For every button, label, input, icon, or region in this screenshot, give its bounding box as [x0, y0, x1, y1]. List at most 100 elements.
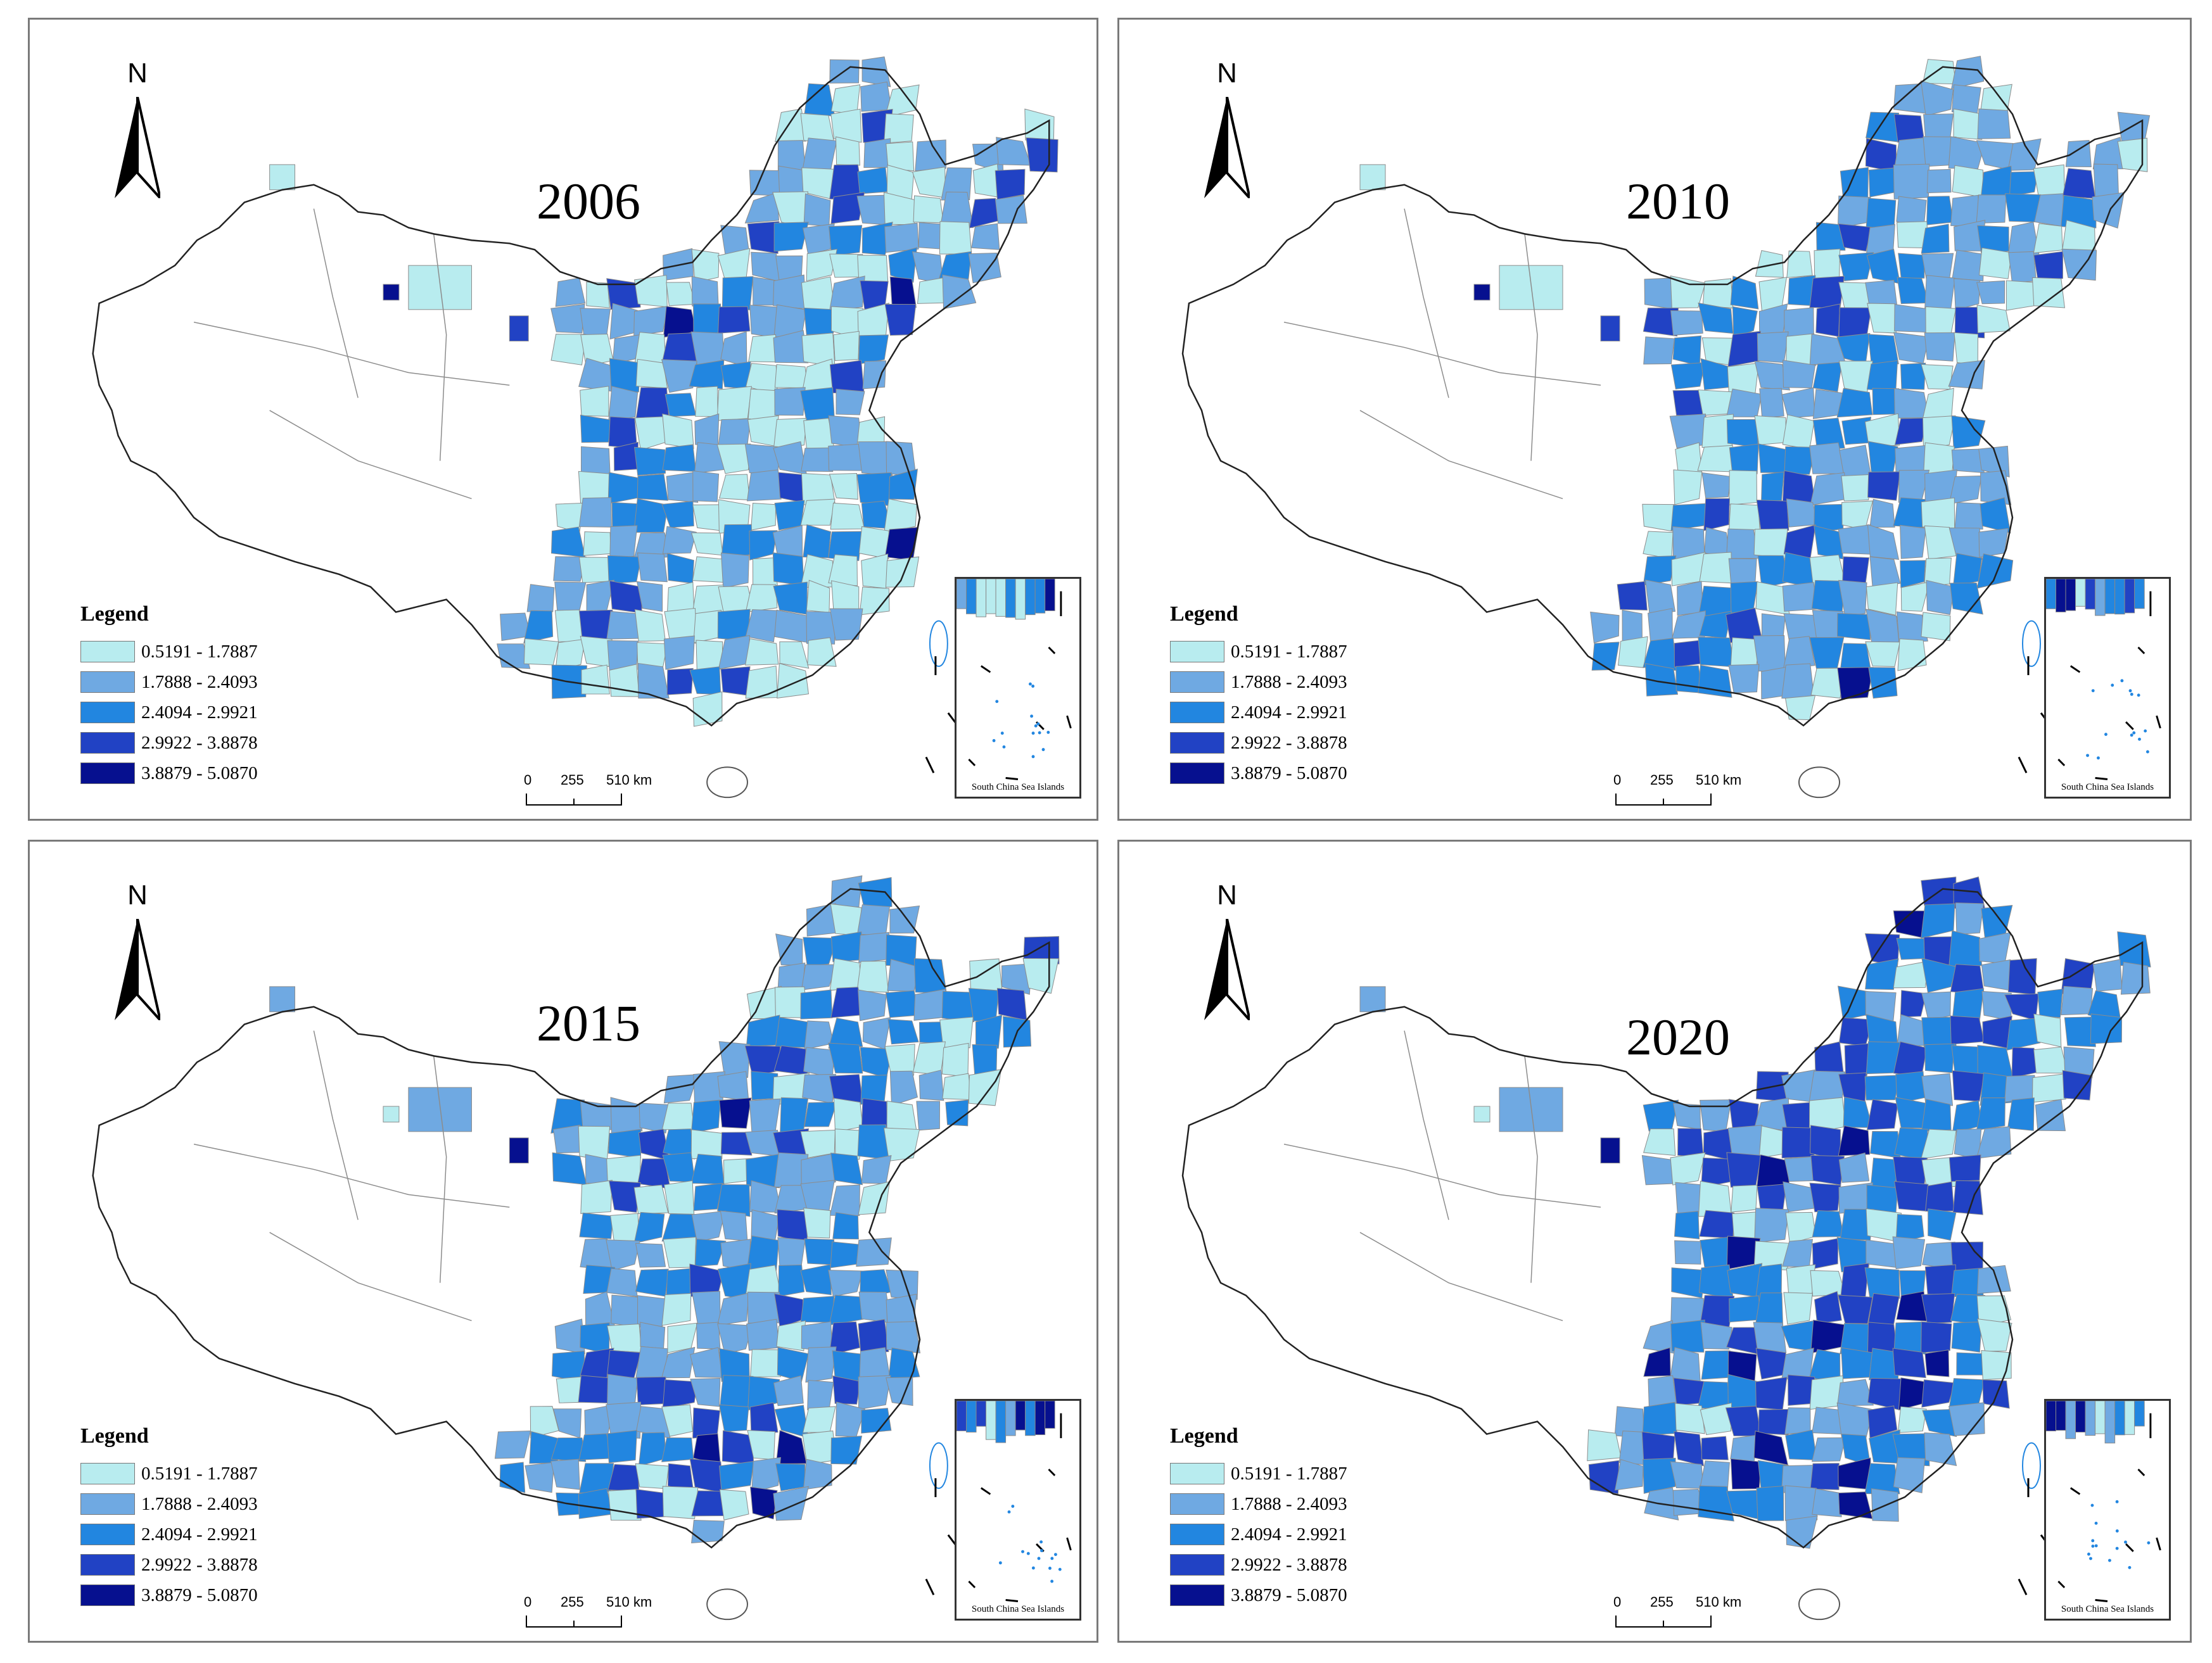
- legend-item: 2.9922 - 3.8878: [80, 728, 346, 758]
- region: [1726, 388, 1762, 417]
- region: [772, 552, 804, 586]
- region: [1618, 636, 1648, 668]
- inset-boundary-dash: [2137, 1469, 2145, 1476]
- region: [637, 552, 668, 583]
- region: [2061, 194, 2097, 229]
- region: [746, 1318, 780, 1351]
- region: [836, 388, 865, 415]
- region: [829, 225, 863, 256]
- region: [1674, 1211, 1700, 1239]
- region: [888, 247, 918, 283]
- inset-island: [1048, 1566, 1052, 1570]
- inset-map: [2046, 1401, 2161, 1602]
- region: [746, 1153, 780, 1189]
- region: [1728, 664, 1760, 693]
- province-boundary: [1404, 1030, 1449, 1220]
- region: [745, 1265, 781, 1296]
- region: [609, 358, 641, 393]
- region: [663, 1074, 699, 1104]
- inset-boundary-dash: [1005, 777, 1019, 780]
- region: [968, 1069, 1002, 1106]
- region: [1731, 1184, 1758, 1213]
- region: [800, 989, 833, 1020]
- province-boundary: [313, 208, 359, 398]
- region: [747, 221, 780, 255]
- region: [691, 275, 719, 307]
- region: [1786, 250, 1813, 278]
- region: [774, 609, 808, 643]
- region: [747, 415, 779, 447]
- inset-island: [2124, 1540, 2127, 1544]
- region: [526, 584, 555, 612]
- region: [1920, 80, 1954, 117]
- legend-swatch: [1170, 762, 1224, 784]
- region: [661, 1437, 694, 1462]
- region: [968, 988, 1000, 1022]
- south-china-sea-inset: South China Sea Islands: [2044, 1399, 2171, 1621]
- region: [1952, 553, 1983, 588]
- province-boundary: [1524, 1056, 1538, 1283]
- legend-item: 0.5191 - 1.7887: [1170, 1458, 1436, 1489]
- region: [858, 526, 889, 560]
- scale-bar-line: [526, 794, 622, 806]
- inset-island: [1031, 731, 1035, 735]
- region: [829, 1321, 860, 1356]
- region: [886, 1321, 920, 1354]
- region: [745, 666, 779, 699]
- region: [1810, 667, 1845, 699]
- legend-label: 0.5191 - 1.7887: [141, 1463, 258, 1484]
- region: [2092, 959, 2123, 992]
- region: [1617, 581, 1648, 611]
- region: [1730, 275, 1759, 310]
- inset-boundary-dash: [980, 665, 991, 673]
- region: [1950, 1015, 1985, 1045]
- region: [695, 386, 718, 417]
- inset-region: [2075, 579, 2086, 607]
- region: [719, 1489, 749, 1521]
- region: [883, 1127, 920, 1161]
- region: [803, 1207, 831, 1239]
- region: [1587, 1429, 1622, 1462]
- region: [803, 937, 838, 967]
- inset-island: [1029, 682, 1032, 686]
- region: [833, 1097, 863, 1133]
- region: [1900, 990, 1927, 1018]
- region: [1921, 1073, 1954, 1106]
- legend-swatch: [80, 732, 135, 754]
- inset-island: [2130, 692, 2133, 696]
- inset-island: [2087, 1552, 2090, 1556]
- legend-item: 2.4094 - 2.9921: [1170, 1519, 1436, 1550]
- region: [2033, 223, 2063, 254]
- region: [1756, 500, 1789, 531]
- region: [1926, 168, 1952, 194]
- inset-island: [2094, 1521, 2098, 1525]
- region: [1643, 1458, 1676, 1494]
- region: [1644, 663, 1679, 697]
- region: [553, 1124, 581, 1154]
- year-title: 2015: [537, 994, 640, 1052]
- region: [662, 413, 694, 449]
- inset-region: [957, 1401, 967, 1431]
- region: [1672, 389, 1707, 417]
- region: [579, 1212, 614, 1239]
- province-boundary: [193, 1143, 510, 1208]
- region: [1754, 1208, 1789, 1243]
- region: [578, 557, 611, 583]
- inset-island: [2115, 1529, 2119, 1533]
- legend-label: 2.9922 - 3.8878: [141, 732, 258, 753]
- region: [886, 141, 915, 172]
- region: [578, 497, 612, 528]
- legend-label: 2.4094 - 2.9921: [1231, 1524, 1347, 1545]
- inset-island: [2120, 679, 2124, 683]
- region: [269, 986, 296, 1013]
- map-panel-2010: 2010 N Legend 0.5191 - 1.7887 1.7888 - 2…: [1117, 18, 2192, 821]
- inset-region: [2075, 1401, 2086, 1432]
- inset-region: [2124, 579, 2135, 614]
- inset-island: [2094, 1544, 2098, 1548]
- region: [913, 195, 944, 224]
- region: [773, 222, 809, 252]
- region: [2033, 164, 2065, 199]
- inset-region: [1025, 579, 1036, 616]
- region: [634, 331, 666, 364]
- region: [858, 932, 890, 963]
